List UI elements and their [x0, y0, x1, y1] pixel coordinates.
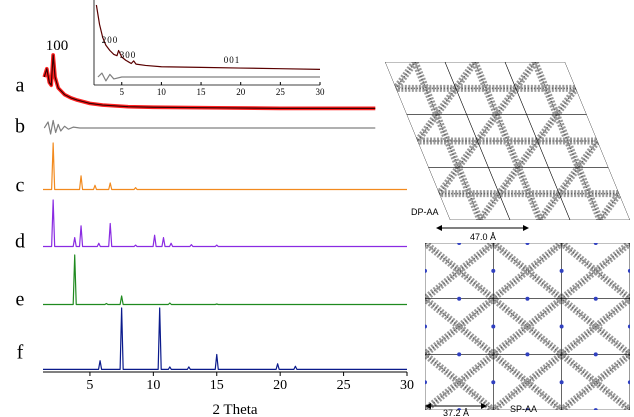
line	[43, 200, 407, 247]
series-label: c	[16, 175, 25, 197]
atom	[457, 241, 461, 245]
atom	[525, 352, 529, 356]
peak-label: 200	[102, 35, 119, 45]
framework-strand	[493, 243, 634, 410]
atom	[457, 297, 461, 301]
series-label: a	[16, 75, 25, 97]
dimension-label: 47.0 Å	[470, 232, 496, 242]
atom	[628, 269, 632, 273]
inset-x-tick-label: 5	[120, 87, 125, 97]
framework-strand	[220, 243, 425, 410]
atom	[594, 297, 598, 301]
x-tick-label: 30	[400, 378, 414, 393]
framework-strand	[630, 243, 634, 410]
line	[43, 143, 407, 190]
series-label: b	[15, 116, 25, 138]
framework-strand	[590, 0, 634, 378]
atom	[525, 297, 529, 301]
atom	[423, 325, 427, 329]
atom	[491, 325, 495, 329]
atom	[594, 352, 598, 356]
atom	[457, 352, 461, 356]
dp-aa-structure	[5, 0, 634, 404]
structure-label: DP-AA	[411, 207, 439, 217]
x-axis-label: 2 Theta	[212, 402, 257, 417]
atom	[628, 325, 632, 329]
line	[44, 121, 375, 135]
inset-x-tick-label: 10	[157, 87, 167, 97]
framework-strand	[470, 0, 634, 378]
framework-strand	[220, 243, 425, 410]
framework-strand	[530, 0, 634, 378]
framework-strand	[493, 243, 634, 410]
x-tick-label: 25	[337, 378, 351, 393]
inset-x-tick-label: 15	[197, 87, 207, 97]
framework-strand	[630, 243, 634, 410]
atom	[525, 241, 529, 245]
series-label: f	[17, 342, 24, 364]
framework-strand	[493, 243, 634, 410]
dimension-label: 37.2 Å	[443, 408, 469, 417]
inset-x-tick-label: 25	[276, 87, 286, 97]
peak-label: 100	[46, 38, 69, 54]
line	[43, 308, 407, 369]
atom	[423, 269, 427, 273]
peak-label: 300	[120, 50, 137, 60]
structure-label: SP-AA	[510, 404, 537, 414]
x-tick-label: 10	[146, 378, 160, 393]
x-tick-label: 15	[210, 378, 224, 393]
atom	[594, 241, 598, 245]
atom	[423, 380, 427, 384]
atom	[560, 269, 564, 273]
peak-label: 001	[224, 55, 241, 65]
x-tick-label: 5	[86, 378, 93, 393]
framework-strand	[630, 243, 634, 410]
inset-x-tick-label: 30	[316, 87, 326, 97]
atom	[560, 325, 564, 329]
atom	[628, 380, 632, 384]
framework-strand	[470, 0, 634, 378]
atom	[491, 380, 495, 384]
figure: DP-AA 47.0 Å SP-AA 37.2 Å ab c d e f 5 10 15 20 2…	[0, 0, 634, 417]
framework-strand	[220, 243, 425, 410]
x-tick-label: 20	[273, 378, 287, 393]
line	[98, 73, 320, 81]
framework-strand	[220, 243, 425, 410]
line	[43, 255, 407, 305]
series-label: e	[16, 289, 25, 311]
framework-strand	[630, 243, 634, 410]
inset-x-tick-label: 20	[236, 87, 246, 97]
atom	[560, 380, 564, 384]
framework-strand	[590, 0, 634, 378]
series-label: d	[15, 231, 25, 253]
atom	[491, 269, 495, 273]
framework-strand	[530, 0, 634, 378]
atom	[594, 408, 598, 412]
framework-strand	[493, 243, 634, 410]
